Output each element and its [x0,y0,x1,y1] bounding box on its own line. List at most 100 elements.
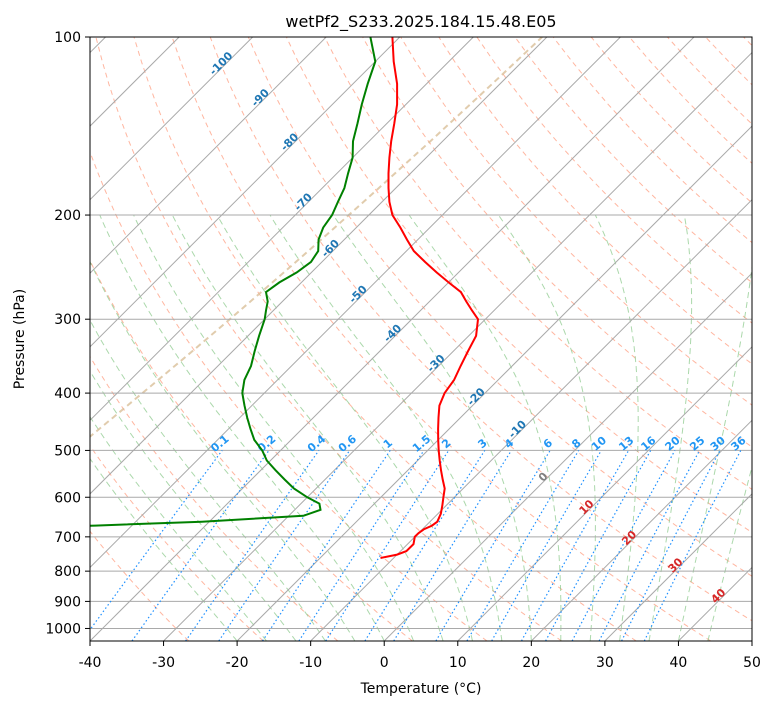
isotherm-label: -60 [319,237,342,260]
dry-adiabat [247,37,752,577]
lcl-curve [90,37,543,438]
isotherm-label: -70 [292,190,315,213]
moist-adiabat [216,214,473,641]
dry-adiabat [438,37,752,365]
x-tick-label: -30 [152,655,175,671]
isotherm-line [604,493,752,641]
x-tick-label: 20 [522,655,540,671]
dry-adiabat [705,37,752,86]
moist-adiabat [90,415,267,641]
mixing-ratio-label: 0.6 [336,432,360,455]
mixing-ratio-line [131,450,270,641]
mixing-ratio-line [218,450,351,641]
isotherm-label: -100 [207,49,236,78]
mixing-ratio-line [643,450,742,641]
y-tick-label: 100 [54,30,81,46]
isotherm-line [530,419,752,641]
isotherms [90,37,752,641]
x-tick-label: -20 [226,655,249,671]
dry-adiabat [628,37,752,164]
y-tick-label: 400 [54,386,81,402]
y-tick-label: 900 [54,594,81,610]
y-tick-label: 1000 [45,622,81,638]
moist-adiabat [707,464,752,641]
dry-adiabat [90,530,190,641]
plot-frame [89,36,753,642]
isotherm-line [678,566,752,641]
moist-adiabat [332,214,532,641]
dry-adiabat [90,150,488,641]
sounding-profiles [90,37,480,559]
lcl-curve-line [90,37,543,438]
isotherm-label: -90 [249,86,272,109]
mixing-ratio-line [571,450,676,641]
isotherm-label: -20 [465,385,488,408]
isotherm-line [751,640,752,641]
x-tick-label: 10 [449,655,467,671]
mixing-ratio-label: 8 [569,436,583,451]
x-tick-label: -10 [299,655,322,671]
isotherm-line [90,37,474,422]
mixing-ratio-line [520,450,630,641]
y-tick-label: 700 [54,530,81,546]
x-tick-label: 40 [669,655,687,671]
isotherm-label: -40 [381,321,404,344]
x-tick-label: -40 [79,655,102,671]
moist-adiabats [90,214,752,641]
isotherm-line [90,37,621,569]
isotherm-line [90,37,548,495]
x-axis-label: Temperature (°C) [360,681,482,697]
dry-adiabat [90,259,413,641]
isotherm-label: 40 [708,586,728,606]
isotherm-line [163,51,752,641]
mixing-ratio-label: 0.1 [208,432,231,454]
x-axis-ticks: -40 -30 -20 -10 0 10 20 30 40 50 [79,655,761,671]
dry-adiabat [285,37,752,534]
mixing-ratio-lines [90,450,742,641]
moist-adiabat [99,214,385,641]
moist-adiabat [171,214,444,641]
dry-adiabat [552,37,752,244]
isotherm-label: 10 [577,497,597,517]
dry-adiabat [171,37,712,641]
mixing-ratio-line [185,450,320,641]
dry-adiabat [667,37,752,125]
x-tick-label: 50 [743,655,761,671]
mixing-ratio-line [598,450,701,641]
y-tick-label: 200 [54,208,81,224]
isotherm-line [90,37,695,641]
temperature-line [380,37,480,559]
isotherm-label: -10 [506,417,529,440]
isotherm-label: -30 [424,352,447,375]
isotherm-label: 30 [666,555,686,575]
y-tick-label: 800 [54,564,81,580]
moist-adiabat [90,319,326,641]
isotherm-line [383,272,752,641]
dry-adiabat [514,37,752,284]
dry-adiabat [590,37,752,204]
mixing-ratio-label: 0.4 [305,432,329,455]
dry-adiabat [95,37,562,641]
dry-adiabat [743,37,752,47]
dry-adiabat [209,37,752,622]
mixing-ratio-line [325,450,450,641]
mixing-ratio-label: 6 [541,436,555,451]
mixing-ratio-line [393,450,512,641]
dewpoint-line [90,37,377,527]
mixing-ratio-label: 0.2 [255,432,278,454]
x-tick-label: 30 [596,655,614,671]
mixing-ratio-labels: 0.1 0.2 0.4 0.6 1 1.5 2 3 4 6 8 10 13 16… [208,432,749,455]
y-axis-label: Pressure (hPa) [12,289,28,389]
mixing-ratio-line [298,450,425,641]
mixing-ratio-line [466,450,580,641]
background-lines [90,37,752,641]
moist-adiabat [594,214,639,641]
y-tick-label: 600 [54,490,81,506]
y-axis-ticks: 1000 900 800 700 600 500 400 300 200 100 [45,30,81,638]
y-tick-label: 500 [54,443,81,459]
mixing-ratio-line [545,450,652,641]
isotherm-line [310,198,752,641]
moist-adiabat [648,214,693,641]
isotherm-label: -50 [347,283,370,306]
